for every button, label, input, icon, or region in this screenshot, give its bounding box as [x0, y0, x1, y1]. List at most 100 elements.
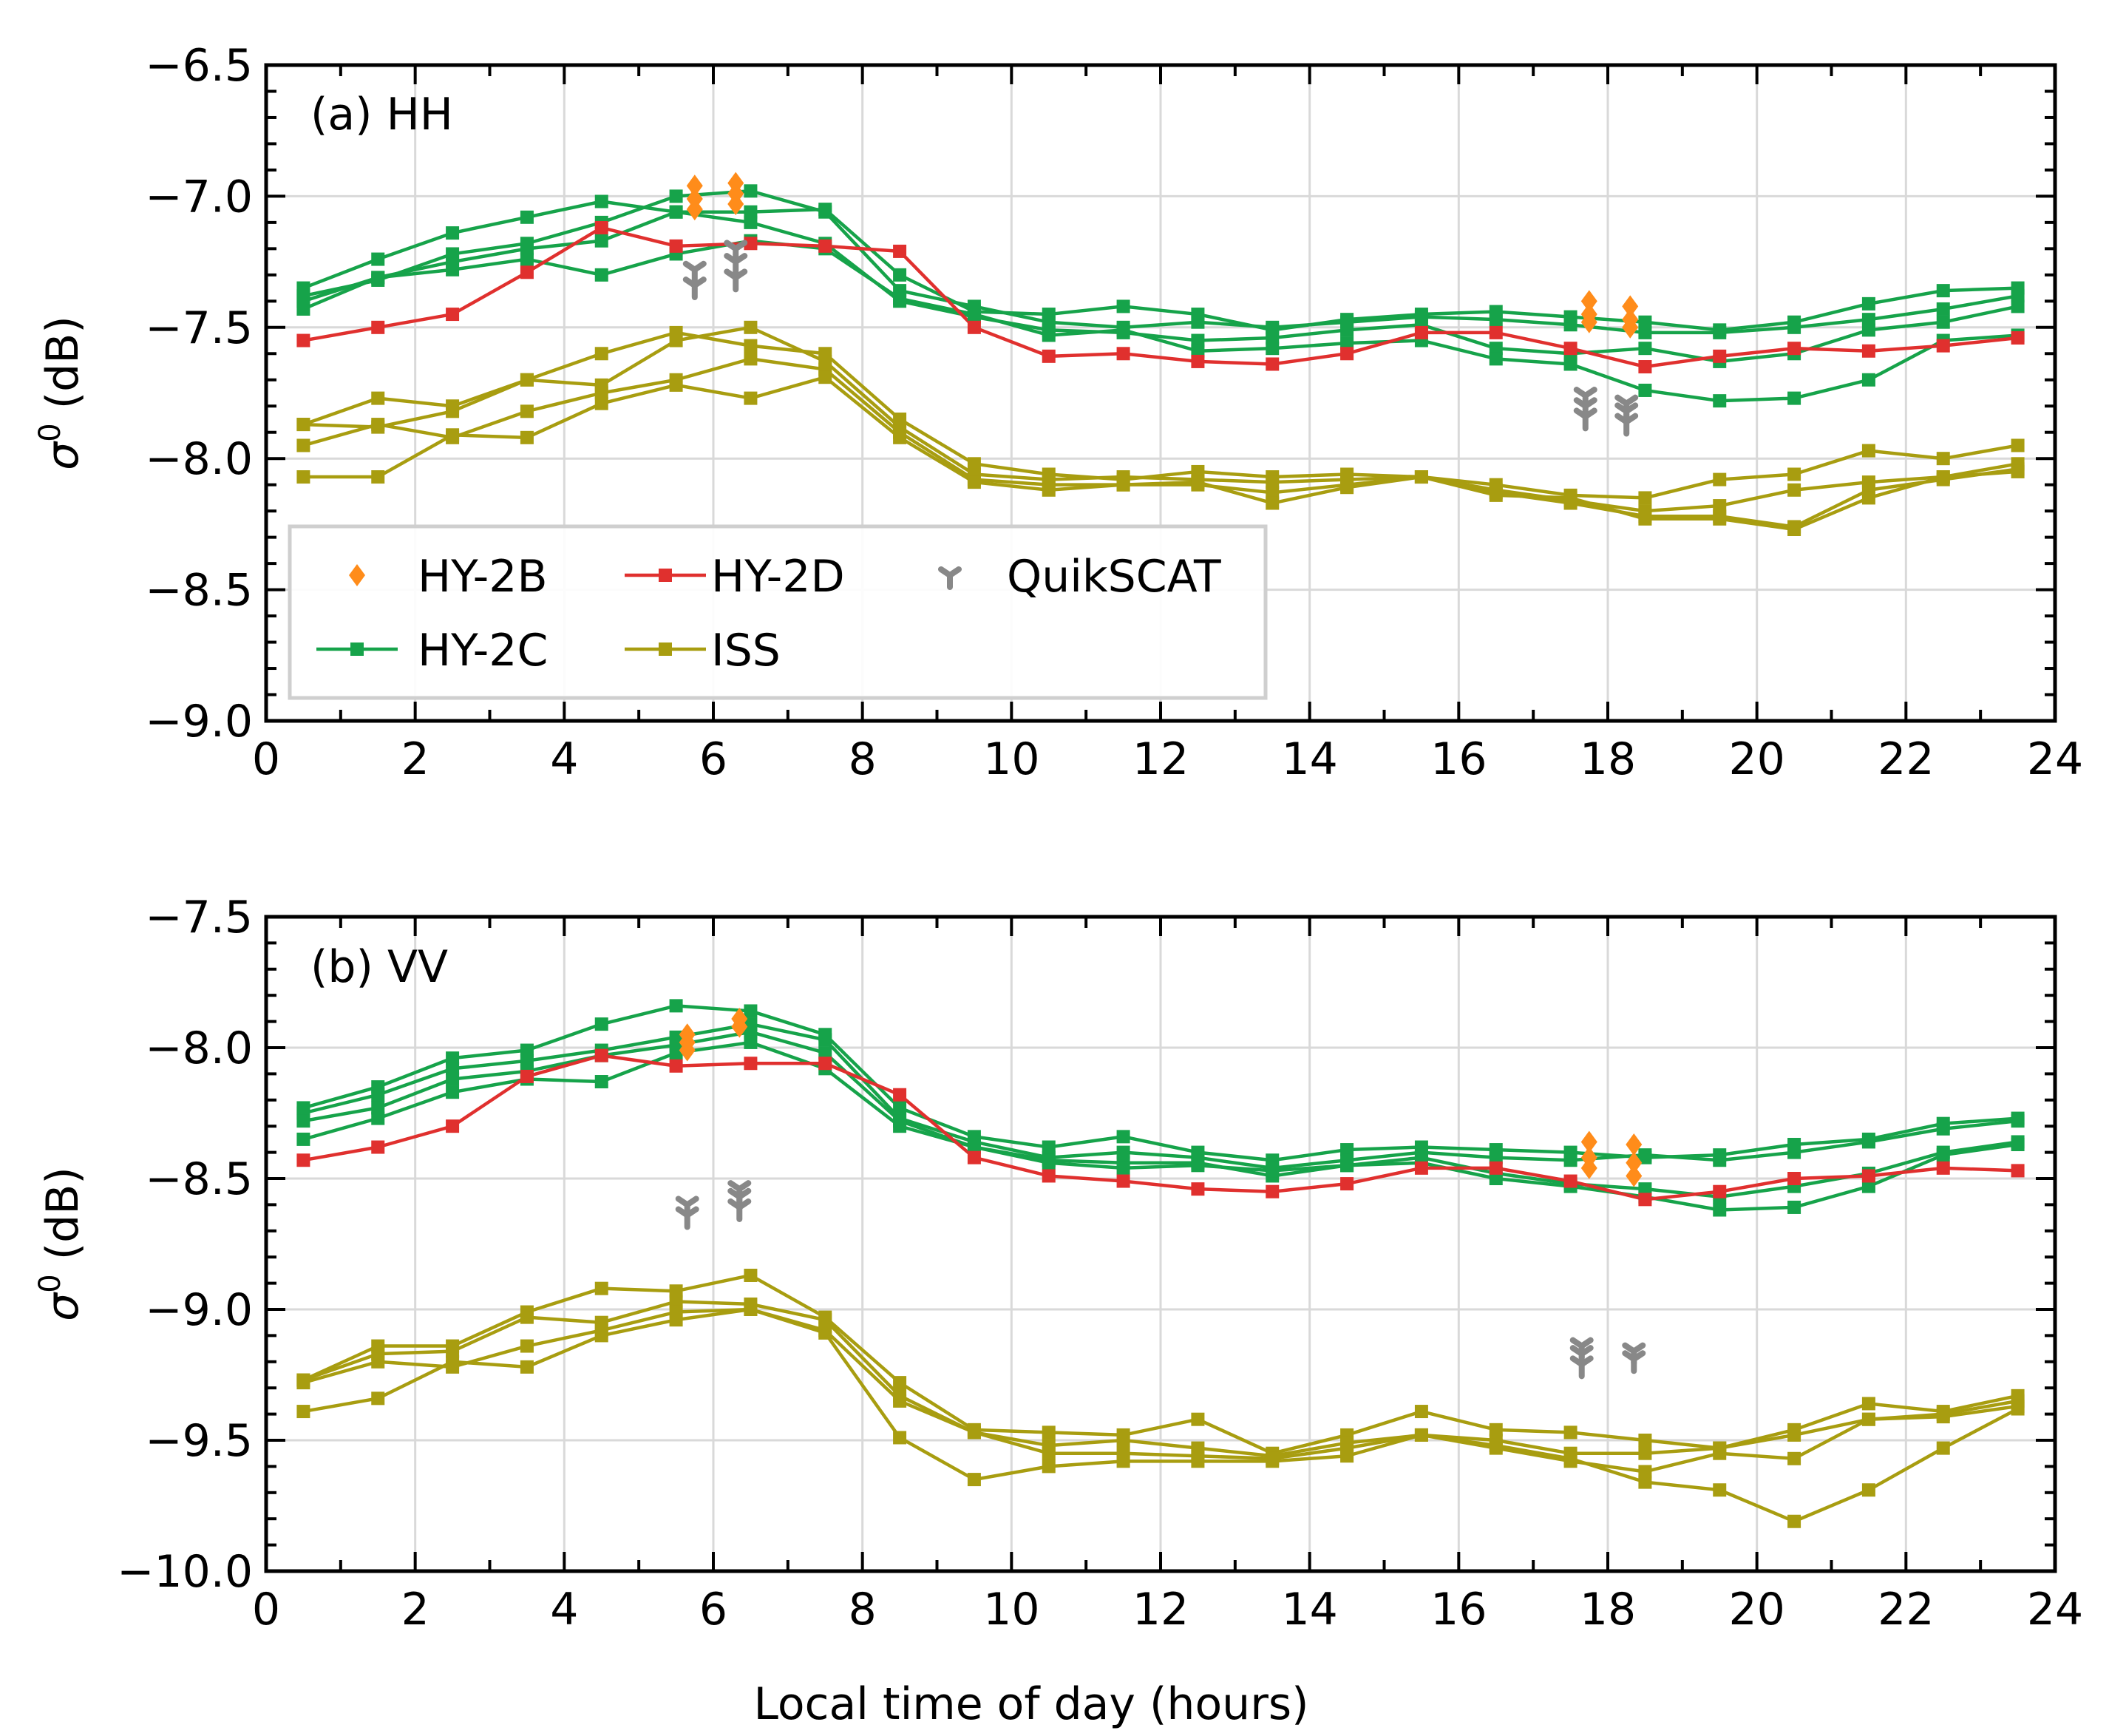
data-point-hy-2c — [1861, 323, 1875, 337]
data-point-iss — [669, 1284, 683, 1298]
data-point-hy-2d — [1191, 1182, 1205, 1196]
y-tick-label: −9.0 — [145, 696, 253, 747]
data-point-hy-2c — [520, 1043, 534, 1057]
data-point-iss — [296, 1376, 310, 1390]
data-point-quikscat — [1614, 413, 1639, 437]
data-point-hy-2d — [818, 1057, 832, 1071]
data-point-hy-2d — [1713, 349, 1727, 363]
data-point-hy-2c — [1787, 320, 1801, 334]
y-axis-symbol: σ — [37, 441, 89, 470]
data-point-hy-2c — [1116, 323, 1130, 337]
data-point-hy-2c — [1266, 330, 1280, 345]
y-axis-unit: (dB) — [37, 316, 89, 423]
x-tick-label: 2 — [401, 733, 429, 785]
data-point-quikscat — [682, 260, 707, 285]
data-point-hy-2c — [1936, 315, 1950, 329]
data-point-hy-2d — [1266, 1184, 1280, 1198]
x-tick-label: 20 — [1728, 1584, 1784, 1635]
data-point-hy-2c — [1936, 1122, 1950, 1136]
data-point-hy-2c — [1489, 1150, 1503, 1164]
data-point-iss — [1489, 1423, 1503, 1437]
data-point-iss — [1713, 472, 1727, 486]
data-point-hy-2c — [1787, 1200, 1801, 1214]
data-point-iss — [371, 391, 385, 405]
data-point-hy-2c — [446, 1072, 460, 1086]
data-point-iss — [669, 1295, 683, 1309]
data-point-hy-2c — [1713, 1203, 1727, 1217]
y-tick-label: −9.0 — [145, 1284, 253, 1336]
data-point-iss — [1489, 488, 1503, 502]
x-tick-label: 0 — [252, 733, 280, 785]
data-point-iss — [594, 347, 608, 361]
data-point-iss — [1042, 1459, 1056, 1474]
data-point-hy-2c — [1191, 333, 1205, 347]
data-point-hy-2c — [520, 242, 534, 256]
data-point-iss — [818, 1313, 832, 1327]
data-point-hy-2c — [967, 308, 981, 322]
data-point-hy-2c — [1489, 342, 1503, 356]
data-point-iss — [446, 1344, 460, 1358]
data-point-quikscat — [724, 268, 748, 293]
data-point-iss — [893, 430, 907, 444]
data-point-hy-2c — [446, 1062, 460, 1076]
data-point-hy-2d — [1638, 360, 1652, 374]
x-tick-label: 16 — [1430, 1584, 1487, 1635]
y-axis-unit: (dB) — [37, 1167, 89, 1274]
data-point-hy-2c — [744, 205, 758, 219]
data-point-hy-2c — [1787, 1145, 1801, 1159]
data-point-hy-2c — [1861, 1135, 1875, 1149]
x-tick-label: 6 — [699, 733, 727, 785]
data-point-hy-2c — [893, 1101, 907, 1115]
panel-label: (b) VV — [310, 941, 448, 993]
data-point-quikscat — [1573, 407, 1597, 432]
y-tick-label: −9.5 — [145, 1415, 253, 1467]
data-point-hy-2c — [1861, 373, 1875, 387]
data-point-hy-2c — [1116, 1161, 1130, 1175]
data-point-hy-2d — [1787, 1172, 1801, 1185]
data-point-hy-2d — [2011, 330, 2025, 345]
data-point-iss — [1116, 1434, 1130, 1447]
data-point-hy-2c — [1563, 357, 1577, 371]
data-point-iss — [1563, 1451, 1577, 1465]
series-line-iss — [303, 1307, 2019, 1523]
data-point-iss — [520, 1310, 534, 1324]
data-point-hy-2c — [1116, 1145, 1130, 1159]
data-point-iss — [371, 418, 385, 432]
data-point-hy-2c — [1936, 1148, 1950, 1162]
data-point-iss — [1191, 1412, 1205, 1426]
data-point-iss — [818, 1326, 832, 1340]
series-line-hy-2c — [302, 210, 2019, 364]
data-point-iss — [893, 1394, 907, 1408]
data-point-hy-2c — [1191, 344, 1205, 358]
data-point-iss — [1116, 1454, 1130, 1468]
data-point-hy-2b — [679, 1039, 696, 1062]
x-tick-label: 8 — [849, 733, 877, 785]
data-point-iss — [296, 418, 310, 432]
data-point-hy-2c — [1861, 313, 1875, 327]
x-tick-label: 10 — [983, 1584, 1039, 1635]
data-point-hy-2c — [744, 215, 758, 229]
data-point-iss — [446, 428, 460, 442]
data-point-hy-2d — [2011, 1164, 2025, 1178]
data-point-iss — [1414, 470, 1428, 484]
data-point-iss — [744, 391, 758, 405]
data-point-hy-2c — [2011, 1114, 2025, 1128]
data-point-iss — [1713, 1483, 1727, 1497]
data-point-hy-2c — [1266, 320, 1280, 334]
data-point-iss — [1266, 475, 1280, 489]
data-point-iss — [1340, 1449, 1354, 1463]
data-point-hy-2c — [1638, 315, 1652, 329]
x-tick-label: 24 — [2027, 1584, 2083, 1635]
data-point-hy-2c — [893, 1119, 907, 1133]
data-point-hy-2c — [669, 189, 683, 203]
data-point-iss — [1861, 491, 1875, 505]
data-point-iss — [1414, 1405, 1428, 1419]
data-point-hy-2d — [893, 1088, 907, 1102]
data-point-hy-2c — [371, 1111, 385, 1125]
data-point-iss — [594, 396, 608, 410]
data-point-hy-2d — [744, 1057, 758, 1071]
data-point-iss — [520, 430, 534, 444]
data-point-iss — [967, 1473, 981, 1487]
x-tick-label: 22 — [1878, 1584, 1934, 1635]
y-tick-label: −8.0 — [145, 1023, 253, 1074]
